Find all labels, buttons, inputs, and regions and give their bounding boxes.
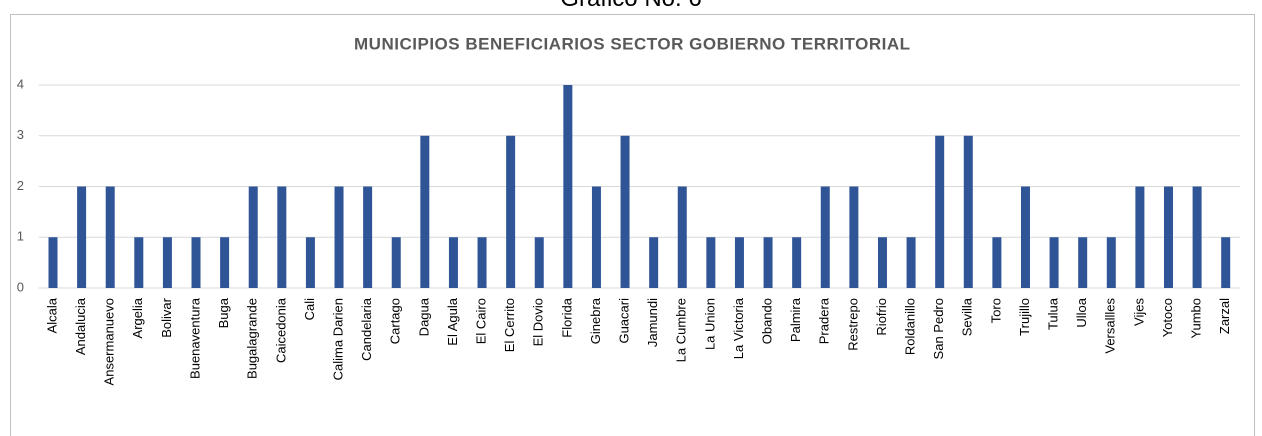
bar: [105, 186, 115, 288]
bar: [820, 186, 830, 288]
bar: [1020, 186, 1030, 288]
bar: [1221, 237, 1231, 288]
x-tick-label: Andalucia: [73, 297, 88, 355]
x-tick-label: Buga: [216, 297, 231, 328]
bar: [734, 237, 744, 288]
bar: [992, 237, 1002, 288]
bar: [477, 237, 487, 288]
x-tick-label: Argelia: [130, 297, 145, 338]
chart-title: MUNICIPIOS BENEFICIARIOS SECTOR GOBIERNO…: [354, 34, 910, 53]
x-tick-label: El Dovio: [531, 298, 546, 346]
x-tick-label: Palmira: [788, 297, 803, 342]
bar: [334, 186, 344, 288]
bar: [134, 237, 144, 288]
x-tick-label: La Victoria: [731, 297, 746, 359]
bar: [48, 237, 58, 288]
bar: [620, 135, 630, 288]
bar: [792, 237, 802, 288]
bar: [420, 135, 430, 288]
x-tick-label: Florida: [559, 297, 574, 338]
x-tick-label: Zarzal: [1217, 298, 1232, 334]
bar: [277, 186, 287, 288]
x-tick-label: Pradera: [817, 297, 832, 344]
bar: [77, 186, 87, 288]
bar: [506, 135, 516, 288]
bar: [591, 186, 601, 288]
x-tick-label: Jamundi: [645, 298, 660, 347]
bar: [1192, 186, 1202, 288]
bar: [391, 237, 401, 288]
bar: [849, 186, 859, 288]
bar: [1078, 237, 1088, 288]
x-tick-label: Bolivar: [159, 297, 174, 337]
bar: [363, 186, 373, 288]
bar: [877, 237, 887, 288]
y-tick-label: 1: [17, 229, 24, 244]
x-tick-label: La Cumbre: [674, 298, 689, 362]
bar: [706, 237, 716, 288]
x-tick-label: Ansermanuevo: [102, 298, 117, 385]
bar: [220, 237, 230, 288]
bar: [935, 135, 945, 288]
x-tick-label: Sevilla: [960, 297, 975, 336]
x-tick-label: Ginebra: [588, 297, 603, 344]
bar: [1106, 237, 1116, 288]
x-tick-label: Yotoco: [1160, 298, 1175, 337]
y-tick-label: 3: [17, 127, 24, 142]
bar: [649, 237, 659, 288]
x-tick-label: Vijes: [1131, 298, 1146, 326]
y-tick-label: 2: [17, 178, 24, 193]
bar: [191, 237, 201, 288]
x-tick-label: Roldanillo: [903, 298, 918, 355]
x-tick-label: Cartago: [388, 298, 403, 344]
x-tick-label: El Cairo: [473, 298, 488, 344]
x-tick-label: El Agula: [445, 297, 460, 345]
x-tick-label: Alcala: [44, 297, 59, 333]
bar: [677, 186, 687, 288]
x-tick-label: Toro: [988, 298, 1003, 323]
bar: [448, 237, 458, 288]
bar: [763, 237, 773, 288]
bar: [1049, 237, 1059, 288]
x-tick-label: Caicedonia: [273, 297, 288, 363]
x-tick-label: Trujillo: [1017, 298, 1032, 336]
x-tick-label: El Cerrito: [502, 298, 517, 352]
x-tick-label: Ulloa: [1074, 297, 1089, 327]
x-tick-label: Cali: [302, 298, 317, 321]
x-tick-label: Bugalagrande: [245, 298, 260, 379]
bar: [1135, 186, 1145, 288]
x-tick-label: Buenaventura: [187, 297, 202, 379]
y-tick-label: 4: [17, 76, 24, 91]
x-tick-label: La Union: [702, 298, 717, 350]
x-tick-label: San Pedro: [931, 298, 946, 359]
caption: Gráfico No. 6: [560, 0, 701, 12]
x-tick-label: Guacari: [616, 298, 631, 344]
bar: [248, 186, 258, 288]
bar: [162, 237, 172, 288]
x-tick-label: Tulua: [1046, 297, 1061, 330]
y-tick-label: 0: [17, 279, 24, 294]
bar: [305, 237, 315, 288]
x-tick-label: Dagua: [416, 297, 431, 336]
bar: [1163, 186, 1173, 288]
chart-frame: [10, 14, 1255, 436]
x-tick-label: Restrepo: [845, 298, 860, 351]
bar: [563, 85, 573, 288]
x-tick-label: Riofrio: [874, 298, 889, 336]
x-tick-label: Obando: [759, 298, 774, 344]
bar: [963, 135, 973, 288]
x-tick-label: Versallles: [1103, 298, 1118, 354]
x-tick-label: Candelaria: [359, 297, 374, 361]
x-tick-label: Yumbo: [1189, 298, 1204, 338]
bar: [906, 237, 916, 288]
x-tick-label: Calima Darien: [330, 298, 345, 380]
bar: [534, 237, 544, 288]
